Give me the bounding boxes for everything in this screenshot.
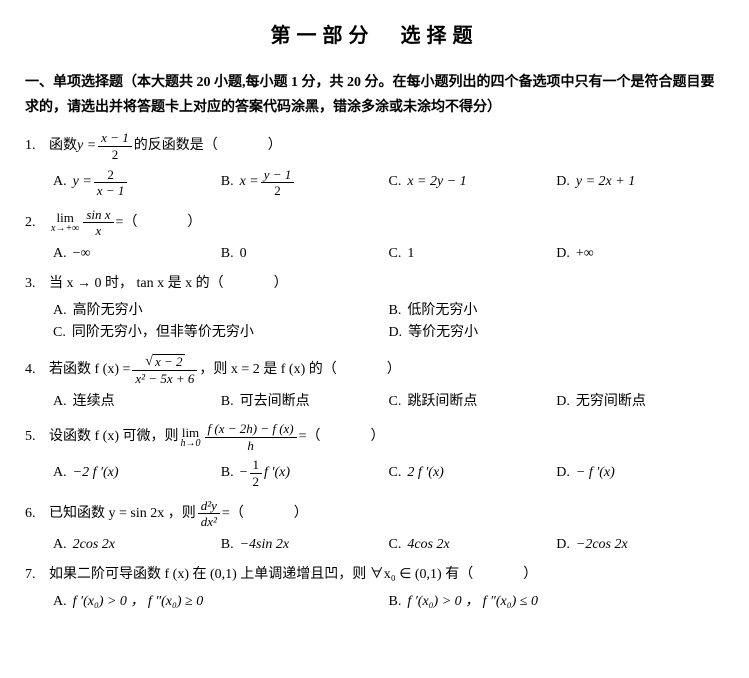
q6-option-b: B.−4sin 2x: [221, 534, 389, 556]
q5-option-d: D.− f ′(x): [556, 457, 724, 489]
question-1: 1. 函数 y = x − 1 2 的反函数是 （ ） A. y = 2x − …: [25, 130, 724, 198]
q3-blank: （ ）: [210, 273, 290, 295]
q6-option-d: D.−2cos 2x: [556, 534, 724, 556]
question-4: 4. 若函数 f (x) = √x − 2 x² − 5x + 6 ，则 x =…: [25, 353, 724, 414]
section-title: 第一部分 选择题: [25, 20, 724, 52]
q5-blank: （ ）: [307, 426, 387, 448]
question-2: 2. lim x→+∞ sin x x = （ ） A.−∞ B.0 C.1 D…: [25, 207, 724, 266]
q6-eq: =: [222, 503, 230, 525]
q3-option-d: D.等价无穷小: [389, 322, 725, 344]
question-5: 5. 设函数 f (x) 可微，则 lim h→0 f (x − 2h) − f…: [25, 421, 724, 489]
q1-blank: （ ）: [204, 135, 284, 157]
q5-fraction: f (x − 2h) − f (x) h: [205, 421, 297, 453]
q1-pre: 函数: [49, 135, 77, 157]
q2-eq: =: [116, 212, 124, 234]
q1-number: 1.: [25, 135, 49, 157]
q3-number: 3.: [25, 273, 49, 295]
q7-number: 7.: [25, 564, 49, 586]
q6-number: 6.: [25, 503, 49, 525]
q5-lim: lim h→0: [181, 426, 201, 449]
question-3: 3. 当 x → 0 时， tan x 是 x 的 （ ） A.高阶无穷小 B.…: [25, 273, 724, 344]
q4-blank: （ ）: [323, 359, 403, 381]
q4-option-c: C.跳跃间断点: [389, 391, 557, 413]
q2-fraction: sin x x: [83, 207, 113, 239]
q7-text: 如果二阶可导函数 f (x) 在 (0,1) 上单调递增且凹，则 ∀x₀ ∈ (…: [49, 564, 459, 586]
q7-option-b: B.f ′(x₀) > 0 ， f ″(x₀) ≤ 0: [389, 591, 725, 613]
q3-text: 当 x → 0 时， tan x 是 x 的: [49, 273, 210, 295]
q4-option-a: A.连续点: [53, 391, 221, 413]
q2-blank: （ ）: [123, 212, 203, 234]
q1-post: 的反函数是: [134, 135, 204, 157]
q6-pre: 已知函数 y = sin 2x ，则: [49, 503, 196, 525]
q5-option-a: A.−2 f ′(x): [53, 457, 221, 489]
q6-option-a: A.2cos 2x: [53, 534, 221, 556]
q4-post: ，则 x = 2 是 f (x) 的: [199, 359, 322, 381]
q5-number: 5.: [25, 426, 49, 448]
q2-option-c: C.1: [389, 243, 557, 265]
q3-option-a: A.高阶无穷小: [53, 300, 389, 322]
q6-blank: （ ）: [230, 503, 310, 525]
q2-option-b: B.0: [221, 243, 389, 265]
q4-option-d: D.无穷间断点: [556, 391, 724, 413]
question-6: 6. 已知函数 y = sin 2x ，则 d²y dx² = （ ） A.2c…: [25, 498, 724, 557]
q1-yeq: y =: [77, 135, 96, 157]
q5-option-b: B. − 12 f ′(x): [221, 457, 389, 489]
q1-option-d: D. y = 2x + 1: [556, 167, 724, 199]
q6-option-c: C.4cos 2x: [389, 534, 557, 556]
q4-pre: 若函数 f (x) =: [49, 359, 130, 381]
q5-option-c: C.2 f ′(x): [389, 457, 557, 489]
q2-number: 2.: [25, 212, 49, 234]
q1-option-a: A. y = 2x − 1: [53, 167, 221, 199]
q1-option-b: B. x = y − 12: [221, 167, 389, 199]
q7-blank: （ ）: [459, 564, 539, 586]
q3-option-b: B.低阶无穷小: [389, 300, 725, 322]
q4-fraction: √x − 2 x² − 5x + 6: [132, 353, 197, 387]
q3-option-c: C.同阶无穷小，但非等价无穷小: [53, 322, 389, 344]
q4-number: 4.: [25, 359, 49, 381]
q5-eq: =: [299, 426, 307, 448]
q5-pre: 设函数 f (x) 可微，则: [49, 426, 179, 448]
q1-fraction: x − 1 2: [98, 130, 132, 162]
section-instructions: 一、单项选择题（本大题共 20 小题,每小题 1 分，共 20 分。在每小题列出…: [25, 70, 724, 120]
q4-option-b: B.可去间断点: [221, 391, 389, 413]
q2-option-a: A.−∞: [53, 243, 221, 265]
q1-option-c: C. x = 2y − 1: [389, 167, 557, 199]
q6-fraction: d²y dx²: [198, 498, 220, 530]
q7-option-a: A.f ′(x₀) > 0 ， f ″(x₀) ≥ 0: [53, 591, 389, 613]
q2-lim: lim x→+∞: [51, 211, 79, 234]
question-7: 7. 如果二阶可导函数 f (x) 在 (0,1) 上单调递增且凹，则 ∀x₀ …: [25, 564, 724, 600]
q2-option-d: D.+∞: [556, 243, 724, 265]
